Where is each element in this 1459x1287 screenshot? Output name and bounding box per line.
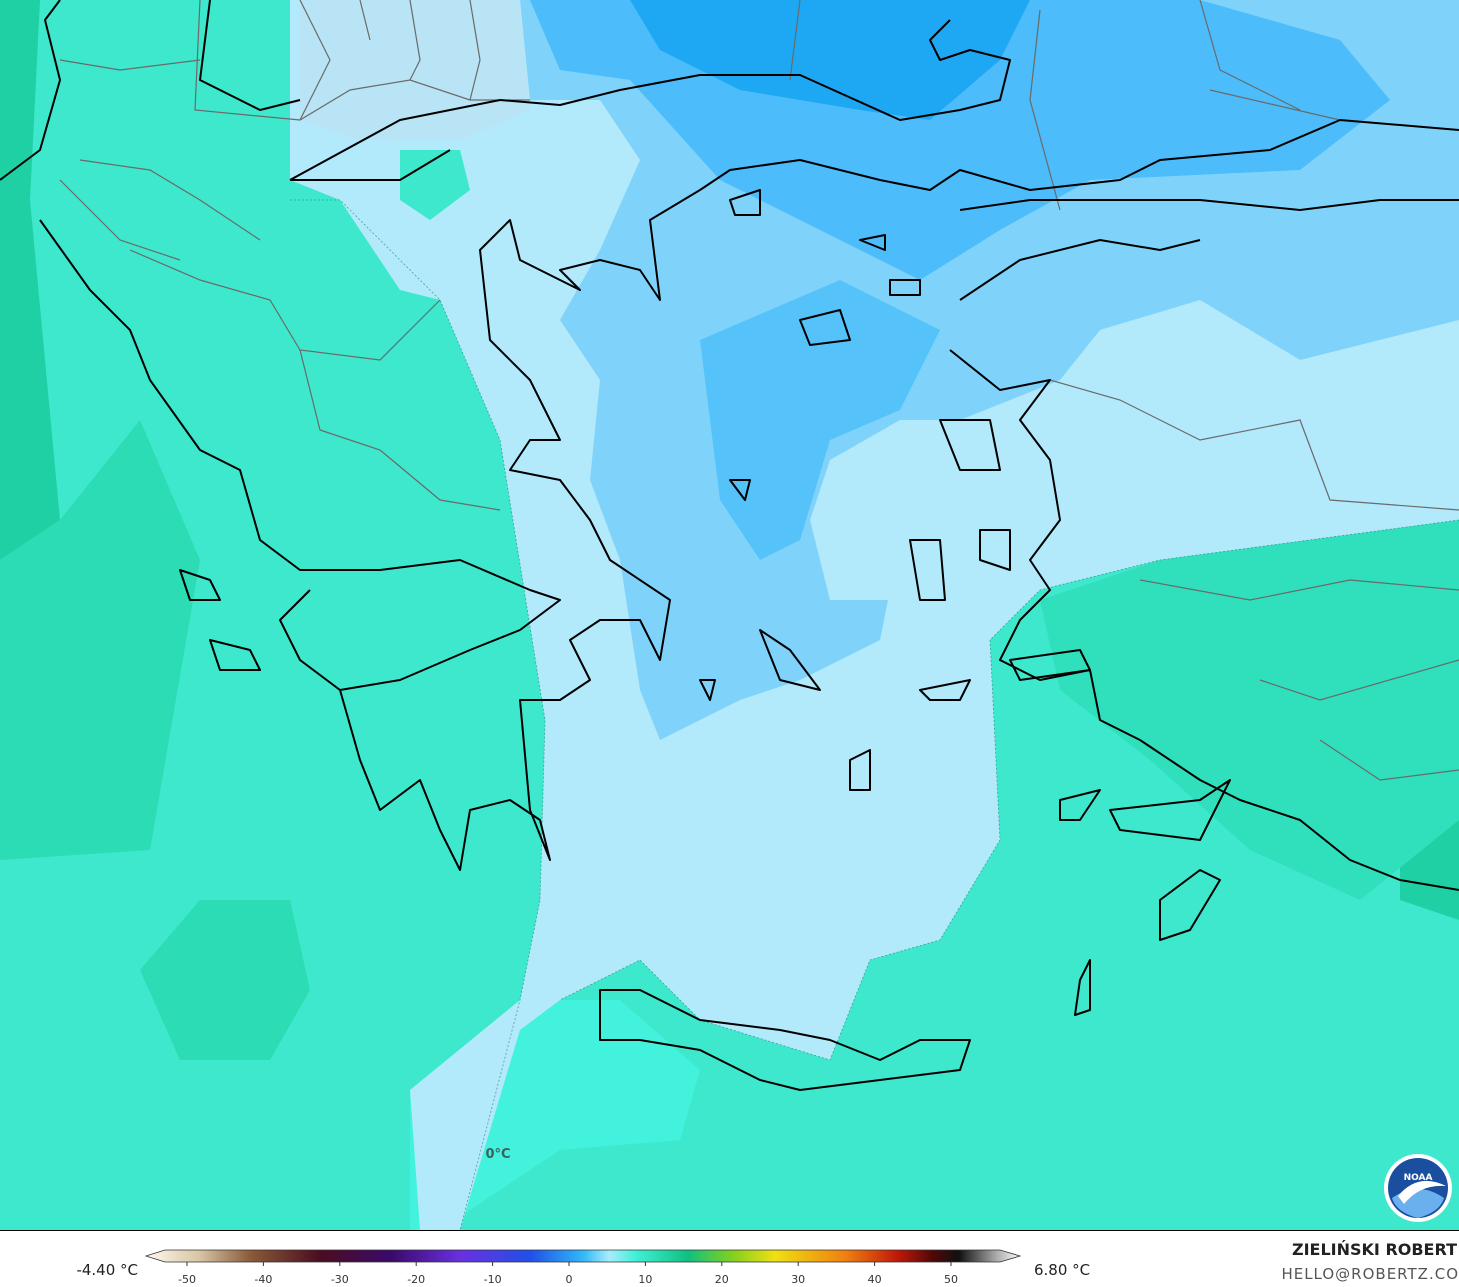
cold-zone [810,420,960,600]
island-coastline [599,989,971,1091]
colorbar-tick-label: -20 [407,1273,425,1286]
isotherm [290,199,546,1230]
min-value: -4.40 °C [76,1261,138,1279]
colorbar-tick-label: -40 [254,1273,272,1286]
logo-text: NOAA [1404,1173,1433,1183]
map: 0°C NOAA [0,0,1459,1230]
colorbar-ramp [144,1249,1022,1263]
colorbar-tick-label: -10 [484,1273,502,1286]
author: ZIELIŃSKI ROBERT [1292,1240,1457,1259]
colorbar-tick-label: 0 [566,1273,573,1286]
contact: HELLO@ROBERTZ.CO [1281,1265,1459,1283]
warm-zone [0,0,60,560]
colorbar-tick-label: -30 [331,1273,349,1286]
cold-zone [1110,300,1300,420]
coastline [0,0,1459,891]
colorbar-tick-label: 20 [715,1273,729,1286]
warm-zone [140,900,310,1060]
colorbar: -50 -40 -30 -20 -10 0 10 20 30 40 50 [144,1249,1022,1286]
coldest-zone [630,0,1030,120]
logo-bird [1398,1180,1446,1204]
warm-zone [1040,510,1459,900]
contour-label: 0°C [485,1147,510,1162]
colorbar-tick-label: 40 [868,1273,882,1286]
max-value: 6.80 °C [1034,1261,1090,1279]
island-coastline [179,189,1231,1016]
colorbar-tick-label: 50 [944,1273,958,1286]
isotherm [559,519,1459,1061]
noaa-logo: NOAA [1384,1154,1452,1222]
warm-patch [400,150,470,220]
country-border [59,0,1459,781]
colorbar-tick-label: -50 [178,1273,196,1286]
colorbar-tick-label: 30 [791,1273,805,1286]
warm-zone [0,420,200,860]
colder-zone [700,280,940,560]
colorbar-tick-label: 10 [638,1273,652,1286]
